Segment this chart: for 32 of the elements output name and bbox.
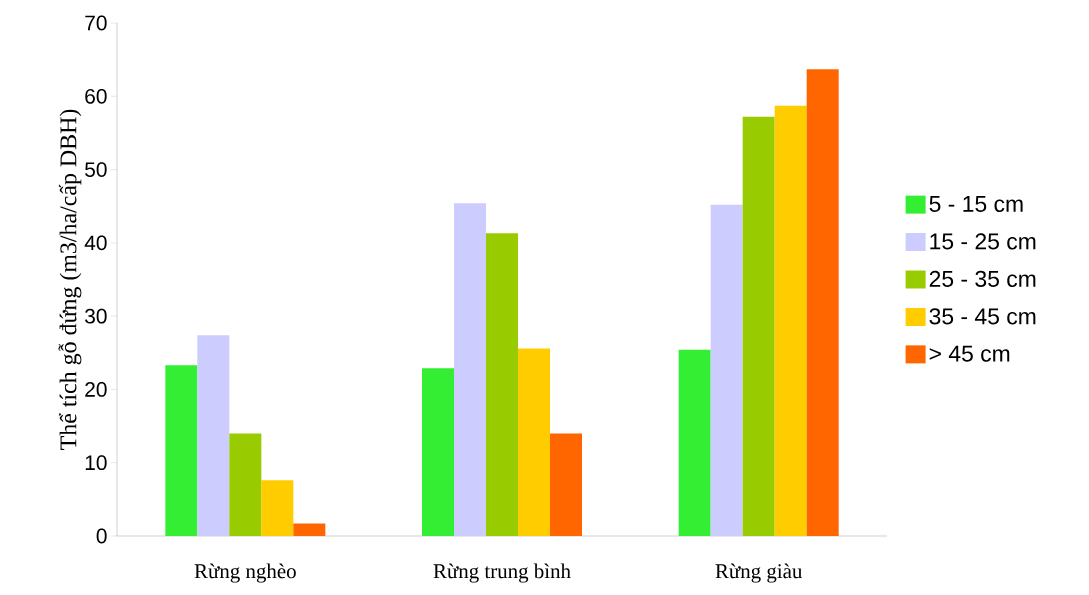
- bar: [678, 349, 711, 536]
- bar: [454, 203, 486, 536]
- bar: [261, 480, 294, 536]
- bar: [229, 433, 262, 536]
- y-tick-label: 40: [84, 235, 107, 251]
- y-tick-label: 10: [85, 455, 107, 471]
- legend-label: 15 - 25 cm: [930, 233, 1036, 250]
- y-tick-label: 20: [85, 382, 107, 397]
- bar: [197, 335, 230, 536]
- bar: [486, 233, 518, 536]
- x-tick-label: Rừng giàu: [715, 563, 803, 583]
- bar: [774, 105, 807, 536]
- legend-label: 35 - 45 cm: [929, 308, 1036, 325]
- bar: [710, 204, 743, 536]
- legend-label: > 45 cm: [929, 345, 1010, 362]
- bar: [806, 69, 839, 536]
- y-tick-label: 60: [85, 88, 107, 104]
- bar: [518, 348, 550, 536]
- bar: [293, 523, 326, 536]
- bar: [165, 365, 198, 536]
- x-tick-label: Rừng nghèo: [194, 563, 296, 583]
- legend-label: 5 - 15 cm: [929, 196, 1023, 212]
- bar: [550, 433, 582, 536]
- y-tick-label: 30: [85, 308, 107, 324]
- legend-label: 25 - 35 cm: [929, 270, 1036, 287]
- y-axis-title: Thể tích gỗ đứng (m3/ha/cấp DBH): [58, 109, 82, 450]
- bar: [422, 368, 454, 536]
- x-tick-label: Rừng trung bình: [433, 563, 571, 583]
- y-tick-label: 0: [96, 528, 107, 544]
- y-tick-label: 70: [85, 15, 107, 31]
- bar: [742, 116, 775, 536]
- y-tick-label: 50: [85, 162, 107, 177]
